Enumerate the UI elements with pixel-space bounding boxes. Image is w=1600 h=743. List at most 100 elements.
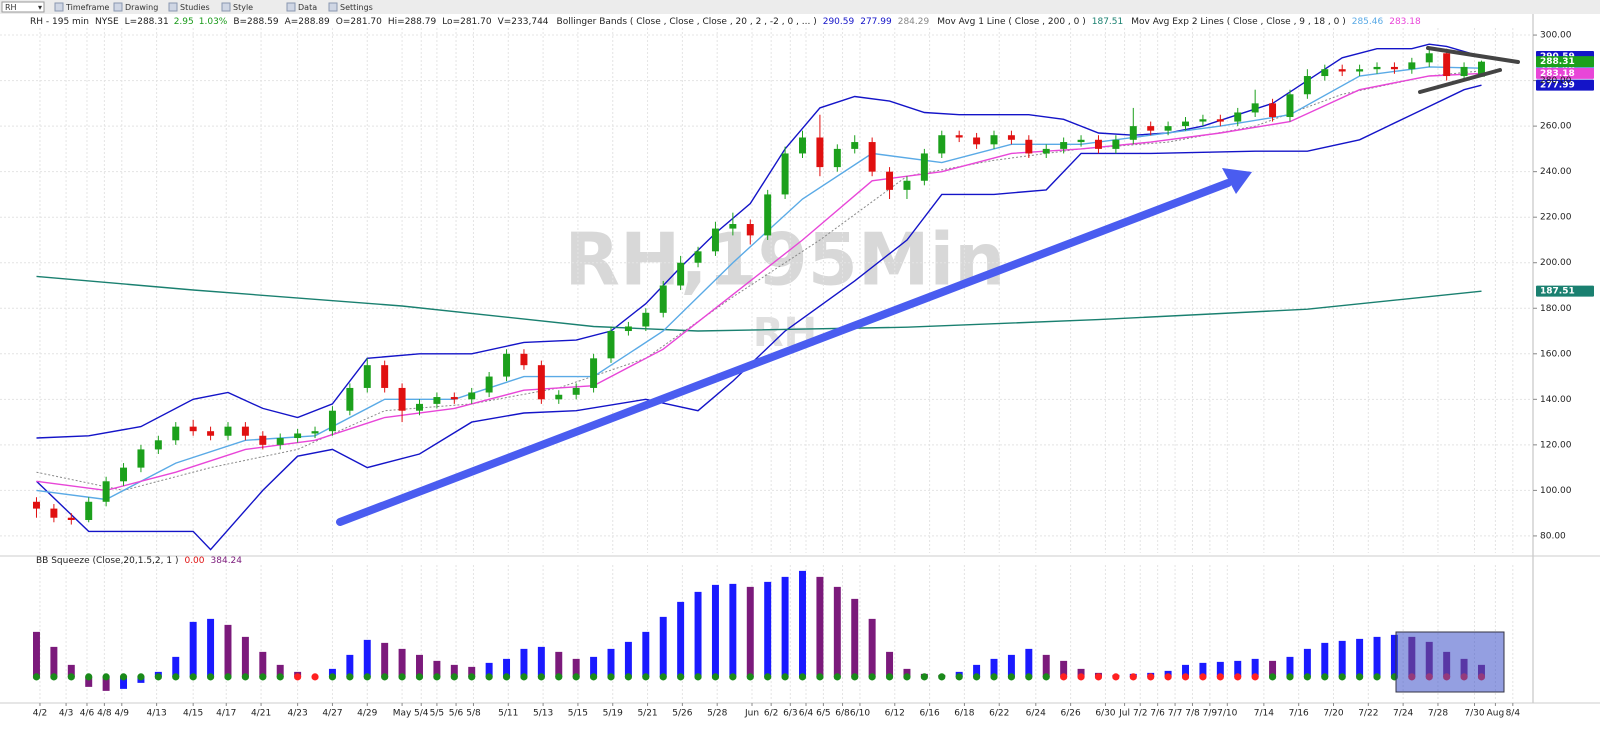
squeeze-bar [1042,654,1050,677]
squeeze-dot [851,673,859,681]
squeeze-bar [207,618,215,677]
squeeze-bar [1251,658,1259,677]
toolbar-item[interactable]: Drawing [125,3,158,12]
candle-body [868,142,876,172]
info-item: 285.46 [1352,17,1384,27]
y-tick-label: 200.00 [1540,258,1572,268]
study-line [36,275,1482,332]
info-item: B=288.59 [233,17,278,27]
x-tick-label: 6/30 [1095,709,1115,719]
toolbar-bg [0,0,1600,14]
squeeze-dot [346,673,354,681]
toolbar-item[interactable]: Data [298,3,317,12]
x-tick-label: 5/13 [533,709,553,719]
dropdown-arrow[interactable]: ▾ [38,3,42,12]
info-item: Hi=288.79 [388,17,437,27]
squeeze-bar [1182,664,1189,677]
info-item: O=281.70 [336,17,382,27]
price-badge [1536,67,1594,79]
plot-layer [0,28,1537,706]
candle-body [1251,103,1259,113]
info-item: 384.24 [211,556,243,566]
x-tick-label: 6/8 [835,709,850,719]
squeeze-dot [32,673,41,681]
info-item: Mov Avg 1 Line ( Close , 200 , 0 ) [937,17,1086,27]
squeeze-dot [885,673,894,681]
toolbar-icon[interactable] [113,2,123,12]
squeeze-bar [241,636,249,677]
toolbar-icon[interactable] [286,2,296,12]
candle-body [1303,76,1311,95]
toolbar-icon[interactable] [328,2,338,12]
highlight-box [1395,631,1505,693]
symbol-input[interactable]: RH [5,3,17,12]
squeeze-bar [468,666,476,677]
squeeze-dot [398,673,406,681]
toolbar-item[interactable]: Studies [180,3,210,12]
squeeze-dot [798,673,807,681]
squeeze-bar [102,676,110,691]
candle-body [207,431,215,436]
x-tick-label: 6/16 [919,709,939,719]
squeeze-dot [1321,673,1329,681]
squeeze-dot [990,673,998,681]
squeeze-bar [276,664,284,677]
y-tick-label: 180.00 [1540,304,1572,314]
x-tick-label: 7/7 [1168,709,1182,719]
squeeze-dot [102,673,110,681]
toolbar-item[interactable]: Style [233,3,253,12]
price-badge [1536,56,1594,68]
x-tick-label: 7/22 [1358,709,1378,719]
study-line [36,84,1482,551]
squeeze-dot [415,673,424,681]
candle-body [590,358,598,388]
squeeze-bar [537,646,545,677]
candle-body [1060,142,1068,149]
squeeze-bar [572,658,580,677]
squeeze-bar [624,641,632,677]
candle-body [642,312,650,327]
x-tick-label: 7/24 [1393,709,1413,719]
squeeze-dot [607,673,615,681]
trend-arrow [336,179,1232,526]
x-tick-label: 6/24 [1026,709,1046,719]
squeeze-dot [555,673,563,681]
candle-body [1234,112,1242,122]
y-tick-label: 80.00 [1540,531,1566,541]
squeeze-bar [172,656,180,677]
toolbar-item[interactable]: Timeframe [65,3,109,12]
squeeze-dot [276,673,284,681]
x-tick-label: 4/9 [115,709,130,719]
symbol-box[interactable] [1,1,45,13]
candle-body [224,426,232,436]
squeeze-dot [1129,673,1137,681]
candle-body [1443,53,1451,77]
toolbar-icon[interactable] [221,2,231,12]
toolbar-icon[interactable] [168,2,178,12]
candle-body [363,365,371,388]
squeeze-bar [868,618,876,677]
squeeze-bar [746,586,754,677]
info-item: Lo=281.70 [442,17,492,27]
x-tick-label: Jun [744,709,759,719]
squeeze-dot [694,673,702,681]
squeeze-dot [589,673,598,681]
x-tick-label: 7/10 [1217,709,1237,719]
squeeze-dot [868,673,876,681]
squeeze-bar [1007,654,1015,677]
squeeze-dot [1060,673,1068,681]
squeeze-bar [729,583,737,677]
x-tick-label: 7/9 [1203,709,1218,719]
x-tick-label: 7/16 [1289,709,1309,719]
candle-body [259,435,267,445]
squeeze-bar [555,651,563,677]
study-line [36,70,1482,491]
toolbar-icon[interactable] [54,2,64,12]
x-tick-label: 5/4 [414,709,429,719]
squeeze-bar [433,660,441,677]
squeeze-dot [903,673,911,681]
y-tick-label: 100.00 [1540,486,1572,496]
squeeze-bar [711,584,719,677]
toolbar-item[interactable]: Settings [340,3,373,12]
candle-body [746,224,754,236]
